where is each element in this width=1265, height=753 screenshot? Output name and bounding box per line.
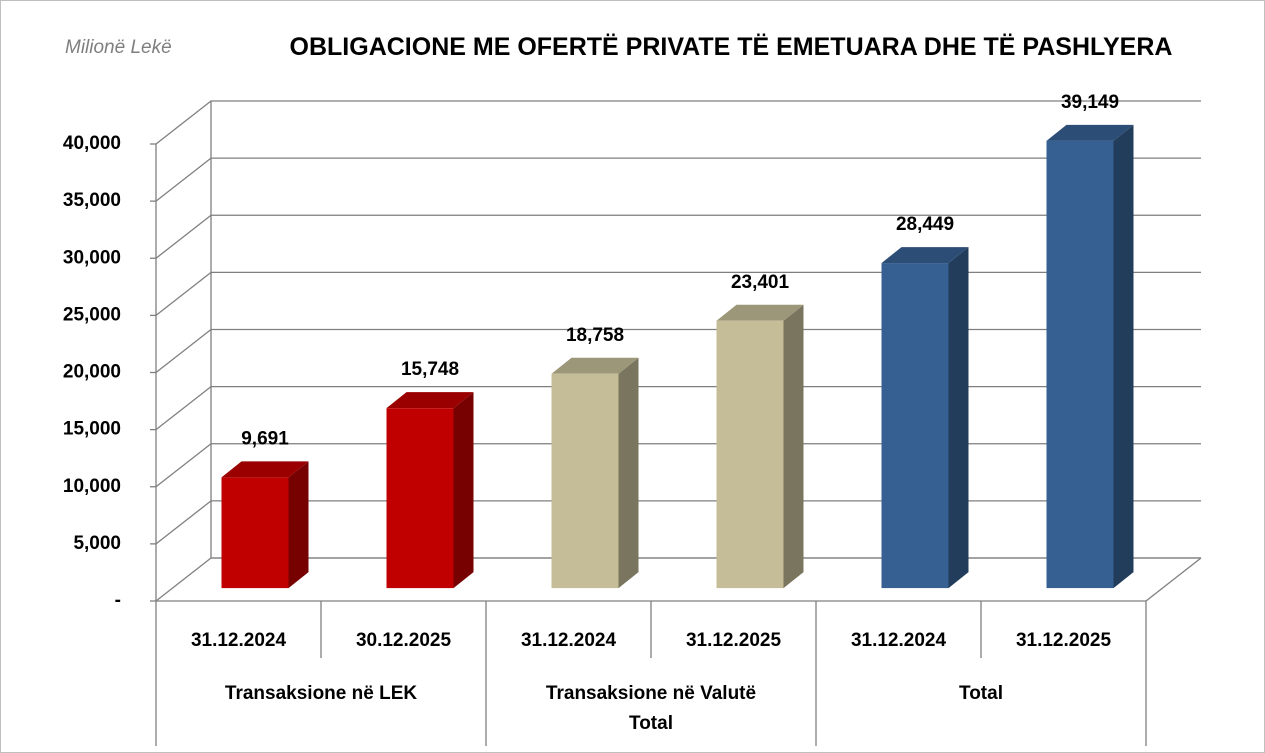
bar-side xyxy=(1113,124,1134,589)
bar xyxy=(1046,140,1114,589)
bar-side xyxy=(618,357,639,589)
grid-line xyxy=(155,385,1201,431)
bar xyxy=(881,263,949,589)
bar-top xyxy=(881,247,969,264)
bar-top xyxy=(716,304,804,321)
value-label: 23,401 xyxy=(731,272,790,293)
bar-top xyxy=(1046,124,1134,141)
grid-line xyxy=(155,328,1201,374)
bar-top xyxy=(221,461,309,478)
group-label: Transaksione në LEK xyxy=(224,683,418,704)
y-tick-label: 20,000 xyxy=(63,362,121,383)
bar-side xyxy=(288,461,309,589)
grid-line xyxy=(155,443,1201,488)
bar-side xyxy=(783,304,804,589)
y-tick-label: 10,000 xyxy=(63,476,121,497)
y-tick-label: 40,000 xyxy=(63,133,121,154)
grid-line xyxy=(155,500,1201,545)
value-label: 18,758 xyxy=(566,325,624,346)
floor-edge xyxy=(1145,557,1202,602)
y-tick-label: - xyxy=(115,590,121,611)
bar xyxy=(221,477,289,589)
y-tick-label: 30,000 xyxy=(63,247,121,268)
y-axis-label: Milionë Lekë xyxy=(65,37,172,58)
value-label: 28,449 xyxy=(896,214,954,235)
y-tick-label: 25,000 xyxy=(63,304,121,325)
value-label: 39,149 xyxy=(1061,92,1119,113)
bar xyxy=(716,320,784,589)
grid-line xyxy=(155,271,1201,316)
grid-line xyxy=(155,157,1201,202)
bar-side xyxy=(948,247,969,589)
bar-side xyxy=(453,392,474,589)
x-tick-label: 31.12.2024 xyxy=(191,630,287,651)
grid-line xyxy=(155,557,1201,602)
group-label: Total xyxy=(959,683,1003,704)
value-label: 15,748 xyxy=(401,359,459,380)
y-tick-label: 35,000 xyxy=(63,190,121,211)
y-tick-label: 15,000 xyxy=(63,419,121,440)
bar xyxy=(386,408,454,589)
x-tick-label: 31.12.2025 xyxy=(1016,630,1112,651)
x-tick-label: 31.12.2025 xyxy=(686,630,782,651)
y-tick-label: 5,000 xyxy=(73,533,121,554)
x-tick-label: 30.12.2025 xyxy=(356,630,452,651)
grid-line xyxy=(155,214,1201,259)
chart-title: OBLIGACIONE ME OFERTË PRIVATE TË EMETUAR… xyxy=(289,33,1173,61)
grid-line xyxy=(155,100,1201,145)
group-label: Transaksione në Valutë Total xyxy=(545,683,757,734)
value-label: 9,691 xyxy=(241,428,289,449)
x-tick-label: 31.12.2024 xyxy=(521,630,617,651)
x-tick-label: 31.12.2024 xyxy=(851,630,947,651)
bar-top xyxy=(551,357,639,374)
bar xyxy=(551,373,619,589)
bar-top xyxy=(386,392,474,409)
